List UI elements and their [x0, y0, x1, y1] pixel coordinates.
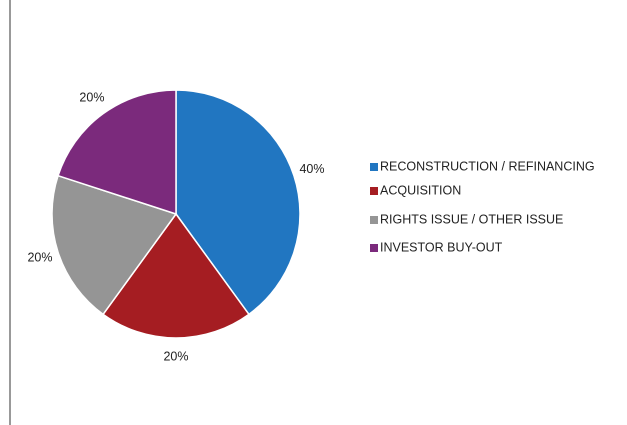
- legend-swatch: [370, 163, 378, 171]
- data-label: 20%: [27, 250, 52, 264]
- legend-swatch: [370, 187, 378, 195]
- pie-slice: [51, 174, 178, 316]
- legend-swatch: [370, 244, 378, 252]
- legend-swatch: [370, 216, 378, 224]
- legend-label: ACQUISITION: [380, 183, 461, 197]
- legend-label: RIGHTS ISSUE / OTHER ISSUE: [380, 212, 563, 226]
- pie-slice: [102, 212, 250, 339]
- data-label: 20%: [79, 91, 104, 105]
- legend-label: INVESTOR BUY-OUT: [380, 240, 503, 254]
- data-label: 40%: [299, 162, 324, 176]
- pie-slice: [57, 89, 177, 216]
- data-label: 20%: [163, 349, 188, 363]
- pie-slice: [175, 89, 301, 316]
- legend-label: RECONSTRUCTION / REFINANCING: [380, 159, 595, 173]
